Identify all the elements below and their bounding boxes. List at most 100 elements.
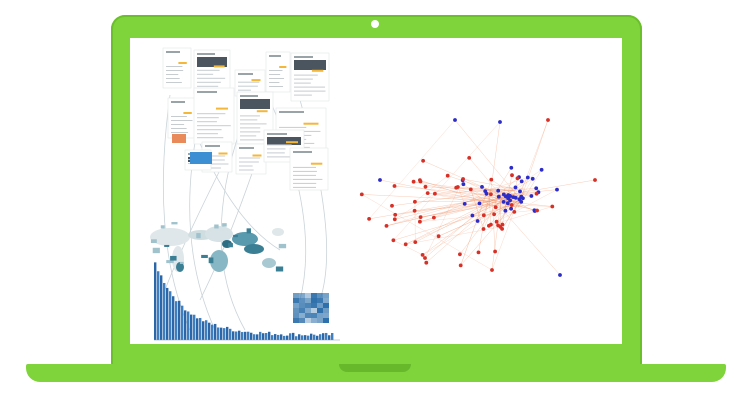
network-edge [521,119,549,197]
network-node [424,260,429,265]
histogram-bar [205,320,208,340]
network-node [513,185,518,190]
world-map [150,222,287,272]
network-node [489,177,494,182]
card-text-line [240,139,269,141]
network-node [476,250,481,255]
network-node [515,176,520,181]
histogram-bar [160,275,163,340]
heatmap-cell [323,308,329,313]
network-node [461,177,465,181]
card-thumbnail [197,57,227,67]
network-node [489,222,493,227]
card-text-line [267,148,286,150]
card-text-line [294,74,318,76]
histogram-bar [250,332,253,340]
network-node [468,187,473,192]
dashboard-collage [150,47,340,341]
histogram-bar [328,335,331,340]
card-frame [162,47,192,89]
heatmap-cell [305,308,311,313]
card-title-line [197,91,217,93]
map-region [262,258,276,268]
histogram-bar [295,336,298,340]
network-edge [447,175,494,192]
heatmap-cell [311,298,317,303]
network-edge [490,194,518,204]
bar-histogram [154,262,340,341]
network-node [519,179,524,184]
network-edge [405,226,501,245]
card-accent-bar [303,122,319,125]
histogram-bar [193,314,196,340]
network-node [462,202,467,206]
network-node [493,205,498,210]
card-text-line [269,78,285,79]
network-nodes [359,118,597,277]
heatmap-cell [293,303,299,308]
network-edge [405,202,489,245]
card-accent-bar [178,62,187,64]
card-text-line [197,125,231,127]
card-text-line [294,82,311,84]
network-node [392,217,397,222]
network-node [484,191,489,196]
network-node [558,273,562,277]
dashboard-card [263,129,305,163]
network-graph [359,118,597,277]
card-text-line [240,123,267,125]
network-edge [454,119,519,197]
histogram-bar [313,334,316,340]
network-edge [368,119,456,220]
heatmap-cell [317,303,323,308]
card-text-line [197,137,224,139]
card-text-line [171,120,193,121]
heatmap-cell [323,293,329,298]
histogram-bar [319,334,322,340]
card-text-line [293,166,317,168]
card-text-line [197,69,220,71]
network-node [489,192,493,197]
card-text-line [197,133,218,135]
card-title-line [279,111,304,113]
heatmap-cell [317,298,323,303]
heatmap-cell [299,303,305,308]
dashboard-card [162,47,192,89]
heatmap-cell [317,318,323,323]
network-node [481,213,486,218]
card-text-line [240,119,258,121]
card-text-line [205,155,226,157]
histogram-bar [154,262,157,340]
webcam-icon [371,20,379,28]
network-node [510,173,514,178]
card-text-line [240,135,257,137]
network-node [384,224,389,228]
network-edge [491,197,502,271]
network-edge [470,189,484,230]
map-country [160,225,165,229]
histogram-bar [220,327,223,340]
network-node [501,200,506,204]
card-text-line [267,152,285,154]
histogram-bar [214,323,217,340]
network-edge [414,200,497,202]
histogram-bar [178,300,181,340]
map-country [208,257,214,264]
network-node [480,185,484,189]
heatmap-tile [293,293,329,323]
histogram-bar [238,330,241,340]
histogram-bar [325,332,328,340]
heatmap-cell [293,318,299,323]
card-text-line [166,66,183,67]
histogram-bar [244,331,247,340]
card-title-line [239,147,254,149]
network-node [529,194,534,198]
network-edge [463,178,512,189]
dashboard-card [234,69,266,97]
card-text-line [205,163,229,165]
network-node [498,120,502,124]
card-text-line [293,182,317,184]
network-edge [424,204,487,259]
connector-arc [162,94,191,331]
map-country [278,243,287,249]
